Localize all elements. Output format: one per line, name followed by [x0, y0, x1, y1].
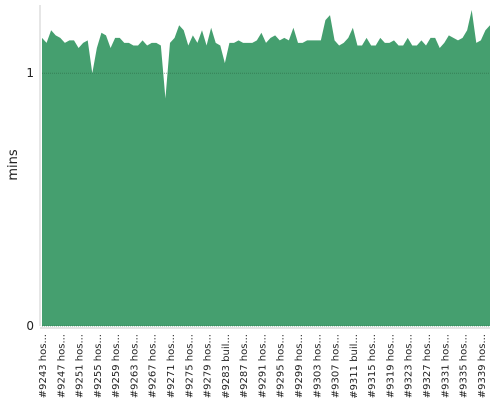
x-tick-label: #9307 hos...: [331, 334, 342, 398]
x-tick-label: #9275 hos...: [184, 334, 195, 398]
x-tick-label: #9255 hos...: [93, 334, 104, 398]
x-tick-label: #9303 hos...: [312, 334, 323, 398]
x-tick-label: #9315 hos...: [367, 334, 378, 398]
x-tick-label: #9327 hos...: [422, 334, 433, 398]
y-tick-label: 1: [26, 66, 34, 80]
x-tick-label: #9267 hos...: [148, 334, 159, 398]
x-tick-label: #9331 hos...: [440, 334, 451, 398]
y-tick-label: 0: [26, 319, 34, 333]
x-tick-label: #9291 hos...: [257, 334, 268, 398]
x-tick-label: #9339 hos...: [477, 334, 488, 398]
area: [42, 10, 490, 327]
x-tick-label: #9311 buil...: [349, 334, 360, 399]
x-tick-label: #9287 hos...: [239, 334, 250, 398]
x-tick-label: #9243 hos...: [38, 334, 49, 398]
x-tick-label: #9279 hos...: [203, 334, 214, 398]
x-tick-label: #9335 hos...: [459, 334, 470, 398]
x-tick-label: #9295 hos...: [276, 334, 287, 398]
x-tick-label: #9271 hos...: [166, 334, 177, 398]
x-tick-label: #9251 hos...: [75, 334, 86, 398]
x-tick-label: #9259 hos...: [111, 334, 122, 398]
x-tick-label: #9247 hos...: [56, 334, 67, 398]
x-tick-label: #9263 hos...: [129, 334, 140, 398]
x-tick-label: #9283 buil...: [221, 334, 232, 399]
y-axis-label: mins: [6, 149, 21, 181]
x-tick-label: #9323 hos...: [404, 334, 415, 398]
x-tick-label: #9319 hos...: [385, 334, 396, 398]
x-tick-label: #9299 hos...: [294, 334, 305, 398]
